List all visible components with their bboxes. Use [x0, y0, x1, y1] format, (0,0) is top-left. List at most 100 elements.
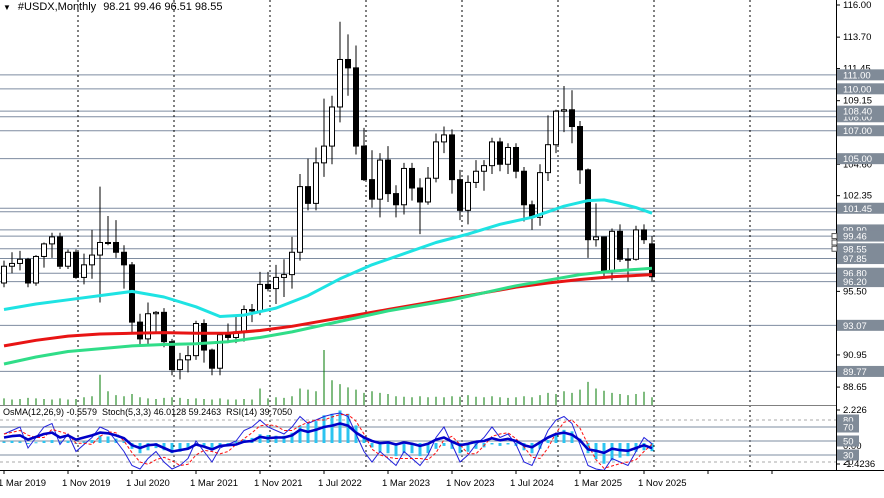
price-level-badge [837, 253, 884, 265]
price-tick-label: 113.70 [843, 32, 871, 43]
osma-bar [386, 443, 390, 454]
osma-bar [290, 432, 294, 443]
osma-bar [426, 443, 430, 454]
candle-bearish [457, 179, 463, 211]
osma-bar [450, 443, 454, 449]
chart-dropdown-icon[interactable]: ▼ [3, 2, 11, 12]
candle-bullish [321, 145, 327, 164]
indicator-values-label: OsMA(12,26,9) -0.5579 Stoch(5,3,3) 46.01… [3, 407, 293, 417]
candle-bearish [385, 159, 391, 195]
osma-bar [42, 440, 46, 443]
osma-bar [466, 443, 470, 452]
indicator-level-badge [837, 421, 859, 433]
osma-bar [410, 443, 414, 454]
candle-bearish [353, 67, 359, 147]
candle-bearish [201, 323, 207, 351]
panel-scale-label: -1.4236 [843, 459, 875, 470]
ma-green-line [3, 266, 653, 366]
candle-bullish [97, 241, 103, 256]
candle-bullish [593, 236, 599, 241]
osma-bar [50, 440, 54, 443]
price-tick-label: 88.65 [843, 382, 867, 393]
time-tick-label: 1 Nov 2025 [638, 478, 687, 489]
osma-bar [506, 443, 510, 445]
indicator-level-badge [837, 435, 859, 447]
osma-bar [298, 425, 302, 443]
osma-bar [218, 443, 222, 446]
moving-averages-layer [3, 198, 653, 366]
time-tick-label: 1 Nov 2021 [254, 478, 303, 489]
osma-bar [274, 435, 278, 443]
time-tick-label: 1 Mar 2021 [190, 478, 238, 489]
candle-bearish [25, 258, 31, 284]
candle-bullish [81, 264, 87, 278]
candle-bullish [89, 254, 95, 266]
candle-bullish [545, 144, 551, 174]
price-level-badge [837, 267, 884, 279]
price-level-badge-label: 107.00 [843, 126, 872, 137]
candle-bullish [217, 334, 223, 369]
candle-bearish [137, 321, 143, 340]
candle-bearish [417, 187, 423, 203]
candle-bullish [441, 134, 447, 143]
price-level-badge [837, 202, 884, 214]
candle-bearish [129, 264, 135, 323]
price-level-badge-label: 89.77 [843, 367, 867, 378]
time-tick-label: 1 Jul 2024 [510, 478, 554, 489]
price-level-badge-label: 93.07 [843, 321, 867, 332]
candle-bearish [361, 145, 367, 181]
candle-bearish [393, 193, 399, 206]
candle-bearish [641, 229, 647, 241]
candle-bearish [601, 236, 607, 273]
osma-bar [538, 443, 542, 449]
candle-bearish [225, 334, 231, 338]
candle-bearish [57, 236, 63, 267]
candle-bullish [481, 165, 487, 172]
price-tick-label: 104.60 [843, 159, 872, 170]
candle-bearish [521, 170, 527, 206]
price-tick-label: 111.45 [843, 64, 871, 75]
osma-bar [66, 440, 70, 443]
candle-bullish [281, 274, 287, 278]
osma-bar [146, 443, 150, 451]
osma-bar [18, 441, 22, 443]
candle-bullish [313, 162, 319, 204]
candle-bearish [577, 126, 583, 171]
osma-bar [554, 434, 558, 443]
price-tick-label: 116.00 [843, 0, 871, 11]
candle-bullish [65, 251, 71, 267]
price-level-badge [837, 224, 884, 236]
osma-bar [402, 443, 406, 454]
osma-bar [490, 443, 494, 445]
osma-bar [362, 437, 366, 443]
candles-layer [1, 21, 655, 380]
price-level-badge [837, 276, 884, 288]
candle-bullish [553, 110, 559, 146]
time-tick-label: 1 Nov 2019 [62, 478, 111, 489]
candle-bullish [105, 241, 111, 244]
price-level-badge-label: 111.00 [843, 70, 871, 81]
price-tick-label: 102.35 [843, 191, 872, 202]
osma-bar [210, 443, 214, 449]
candle-bearish [161, 311, 167, 343]
osma-bar [322, 415, 326, 443]
price-level-badge-label: 108.40 [843, 107, 872, 118]
price-anchor-square [831, 233, 838, 240]
candle-bullish [489, 141, 495, 167]
candle-bearish [305, 186, 311, 204]
candle-bearish [569, 109, 575, 128]
candle-bullish [473, 170, 479, 183]
price-level-badge-label: 105.00 [843, 154, 872, 165]
candle-bullish [425, 177, 431, 203]
candle-bullish [433, 141, 439, 179]
symbol-period-label: #USDX,Monthly [17, 1, 97, 13]
candle-bearish [209, 349, 215, 369]
osma-bar [106, 436, 110, 443]
osma-bar [58, 441, 62, 443]
osma-bar [10, 440, 14, 443]
price-anchor-square [831, 245, 838, 252]
time-tick-label: 1 Mar 2023 [382, 478, 430, 489]
osma-bar [98, 435, 102, 443]
